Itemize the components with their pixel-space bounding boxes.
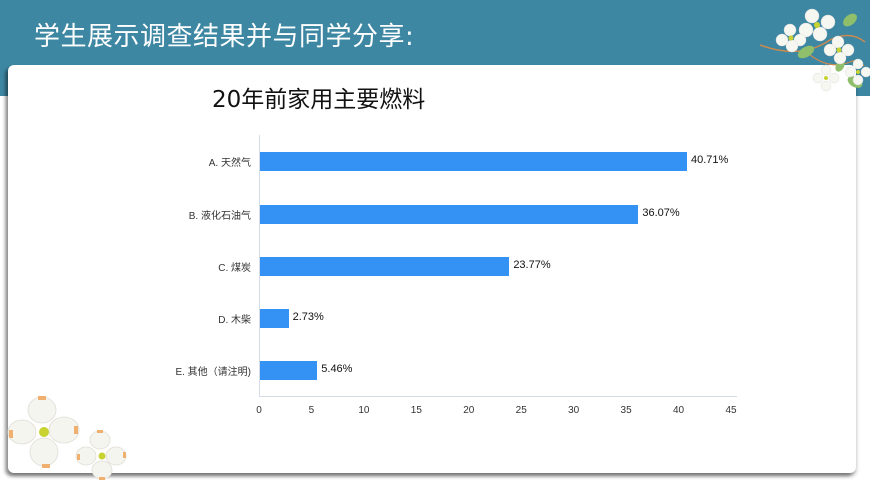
x-tick-label: 20	[463, 405, 475, 416]
bar	[260, 309, 289, 328]
x-tick-label: 15	[410, 405, 422, 416]
value-label: 40.71%	[691, 154, 729, 166]
value-label: 23.77%	[513, 259, 551, 271]
value-label: 5.46%	[321, 363, 353, 375]
bar-row: A. 天然气 40.71%	[209, 135, 737, 187]
category-label: C. 煤炭	[218, 263, 251, 274]
x-tick-label: 30	[568, 405, 580, 416]
flower-decoration-icon	[7, 396, 127, 480]
value-label: 36.07%	[642, 207, 680, 219]
bar-row: D. 木柴 2.73%	[218, 292, 737, 344]
x-tick-label: 40	[672, 405, 685, 416]
chart-title: 20年前家用主要燃料	[212, 87, 426, 113]
category-label: D. 木柴	[218, 315, 251, 326]
flower-branch-icon	[759, 8, 870, 92]
value-label: 2.73%	[292, 311, 324, 323]
slide-title: 学生展示调查结果并与同学分享:	[34, 22, 415, 52]
bar-row: C. 煤炭 23.77%	[218, 240, 737, 292]
x-tick-label: 25	[515, 405, 527, 416]
bar	[260, 152, 687, 171]
category-label: B. 液化石油气	[188, 211, 251, 222]
x-tick-label: 5	[308, 405, 315, 416]
chart-plot-area: A. 天然气 40.71% B. 液化石油气 36.07% C. 煤炭 23.77% D. …	[175, 135, 737, 397]
x-tick-label: 0	[256, 405, 262, 416]
bar-row: B. 液化石油气 36.07%	[189, 188, 737, 240]
category-label: A. 天然气	[208, 158, 251, 169]
bar-row: E. 其他（请注明) 5.46%	[175, 344, 737, 396]
x-tick-label: 45	[725, 405, 737, 416]
x-tick-label: 35	[620, 405, 632, 416]
bar	[260, 205, 639, 224]
bar	[260, 257, 510, 276]
category-label: E. 其他（请注明)	[175, 367, 251, 378]
bar	[260, 361, 318, 380]
x-tick-label: 10	[358, 405, 370, 416]
